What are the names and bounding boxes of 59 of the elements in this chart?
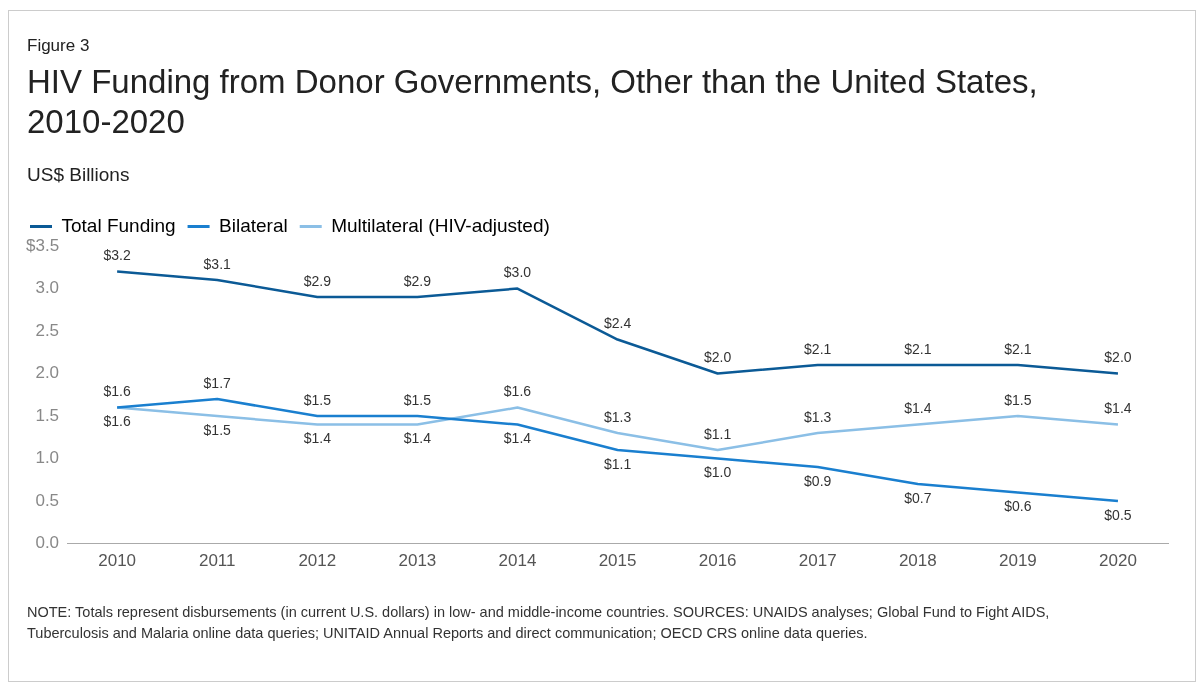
data-label: $1.4 <box>1104 400 1132 417</box>
data-label: $2.1 <box>804 340 832 357</box>
y-tick-label: 1.0 <box>35 448 60 468</box>
data-label: $1.4 <box>904 400 932 417</box>
y-tick-label: 2.5 <box>35 320 60 340</box>
y-tick-label: 2.0 <box>35 363 60 383</box>
data-label: $3.0 <box>503 264 532 281</box>
data-label: $1.5 <box>303 391 332 408</box>
text: NOTE: Totals represent disbursements (in current U.S. dollars) in low- and middle-income countries. SOURCES: UNAIDS analyses; Global Fund to Fight AIDS, Tuberculosis and Malaria online data queries; UNITAID Annual Reports and direct communication; OECD CRS online data queries. <box>27 603 1051 643</box>
data-label: $1.5 <box>403 391 432 408</box>
x-tick-label: 2017 <box>798 551 837 571</box>
data-label: $2.1 <box>904 340 932 357</box>
data-label: $0.7 <box>904 489 932 506</box>
y-tick-label: 0.0 <box>35 533 60 553</box>
data-label: $1.3 <box>603 408 632 425</box>
data-label: $1.0 <box>704 464 732 481</box>
x-tick-label: 2016 <box>698 551 737 571</box>
data-label: $1.4 <box>503 430 532 447</box>
data-label: $1.6 <box>503 383 532 400</box>
data-label: $0.5 <box>1104 506 1132 523</box>
data-label: $2.9 <box>303 272 332 289</box>
x-tick-label: 2018 <box>898 551 937 571</box>
chart-subtitle: US$ Billions <box>27 164 130 186</box>
x-tick-label: 2013 <box>398 551 437 571</box>
data-label: $2.1 <box>1004 340 1032 357</box>
data-label: $1.6 <box>103 413 131 430</box>
x-tick-label: 2010 <box>98 551 137 571</box>
legend-label: Multilateral (HIV-adjusted) <box>331 214 550 236</box>
data-label: $2.9 <box>403 272 432 289</box>
data-label: $1.5 <box>203 421 232 438</box>
x-tick-label: 2014 <box>498 551 537 571</box>
y-tick-label: 1.5 <box>35 405 60 425</box>
data-label: $2.0 <box>704 349 732 366</box>
chart-title: HIV Funding from Donor Governments, Other than the United States, 2010-2020 <box>27 62 1039 142</box>
x-tick-label: 2015 <box>598 551 637 571</box>
data-label: $1.4 <box>403 430 432 447</box>
x-tick-label: 2012 <box>298 551 337 571</box>
data-label: $3.2 <box>103 247 131 264</box>
x-tick-label: 2011 <box>198 551 236 571</box>
data-label: $1.7 <box>203 374 232 391</box>
data-label: $1.5 <box>1004 391 1032 408</box>
data-label: $2.0 <box>1104 349 1132 366</box>
data-label: $1.6 <box>103 383 131 400</box>
legend-label: Total Funding <box>61 214 176 236</box>
data-label: $0.9 <box>804 472 832 489</box>
y-tick-label: 3.0 <box>35 278 60 298</box>
data-label: $1.1 <box>603 455 632 472</box>
data-label: $1.3 <box>804 408 832 425</box>
data-label: $2.4 <box>603 315 632 332</box>
data-label: $1.1 <box>704 425 732 442</box>
data-label: $3.1 <box>203 255 232 272</box>
y-tick-label: 0.5 <box>35 490 60 510</box>
y-tick-label: $3.5 <box>25 235 60 255</box>
legend-label: Bilateral <box>219 214 288 236</box>
data-label: $0.6 <box>1004 498 1032 515</box>
data-label: $1.4 <box>303 430 332 447</box>
x-tick-label: 2019 <box>998 551 1037 571</box>
x-tick-label: 2020 <box>1099 551 1137 571</box>
caption: Figure 3 <box>27 36 90 56</box>
